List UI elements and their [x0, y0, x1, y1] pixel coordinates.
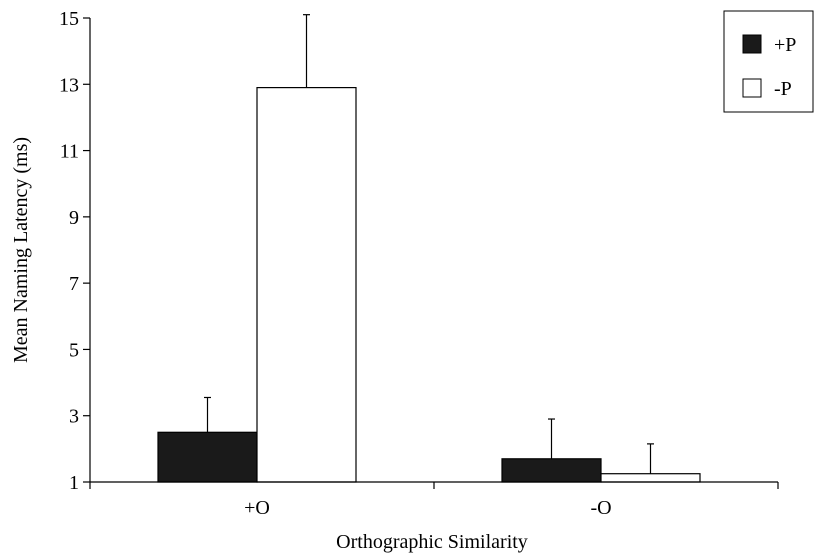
error-bars-layer	[204, 14, 654, 474]
bars-layer	[157, 86, 701, 483]
y-tick-label: 3	[69, 406, 79, 428]
y-tick-label: 5	[69, 339, 79, 361]
y-tick-label: 9	[69, 207, 79, 229]
y-tick-label: 7	[69, 273, 79, 295]
x-axis-title: Orthographic Similarity	[336, 531, 528, 553]
y-tick-label: 1	[69, 472, 79, 494]
legend-swatch-plus-p	[742, 34, 762, 54]
legend-frame	[723, 10, 814, 113]
axes-layer	[89, 18, 778, 483]
bar-minus-p	[600, 473, 701, 483]
bar-plus-p	[157, 431, 258, 483]
bar-minus-p	[256, 86, 357, 483]
x-tick-label: -O	[590, 497, 611, 519]
legend-label-plus-p: +P	[774, 34, 796, 56]
legend-swatch-minus-p	[742, 78, 762, 98]
bar-plus-p	[501, 458, 602, 483]
x-tick-label: +O	[244, 497, 270, 519]
y-tick-label: 13	[59, 74, 79, 96]
y-tick-label: 15	[59, 8, 79, 30]
legend: +P -P	[723, 10, 814, 113]
x-ticks: +O -O	[89, 482, 779, 519]
y-axis-title: Mean Naming Latency (ms)	[10, 137, 32, 363]
legend-label-minus-p: -P	[774, 78, 792, 100]
y-tick-label: 11	[60, 141, 79, 163]
